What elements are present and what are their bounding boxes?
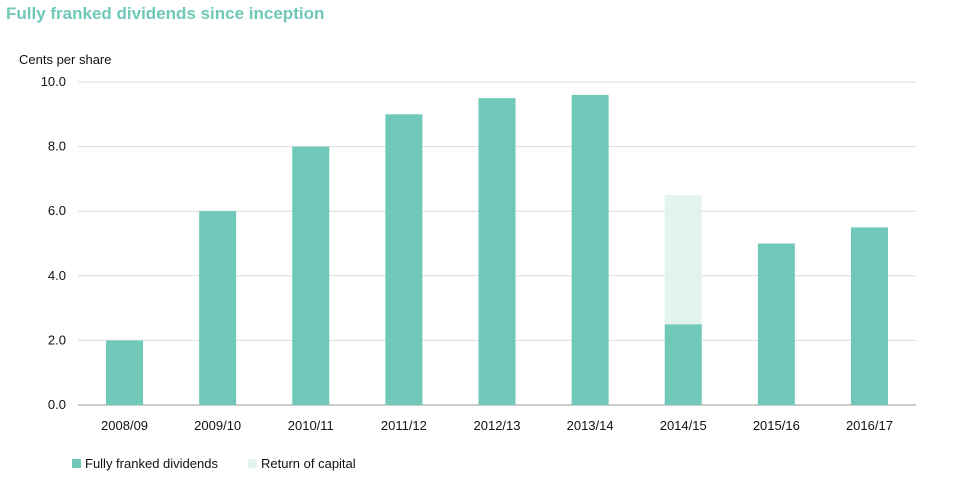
bar xyxy=(850,227,888,405)
bars xyxy=(106,94,888,406)
legend-swatch xyxy=(72,459,81,468)
y-axis-ticks: 0.0 2.0 4.0 6.0 8.0 10.0 xyxy=(41,74,66,412)
x-tick-label: 2012/13 xyxy=(474,418,521,433)
bar xyxy=(292,146,330,405)
y-tick-label: 8.0 xyxy=(48,139,66,154)
bar xyxy=(478,98,516,406)
legend-swatch xyxy=(248,459,257,468)
x-tick-label: 2010/11 xyxy=(288,418,334,433)
bar xyxy=(199,211,237,405)
y-tick-label: 6.0 xyxy=(48,203,66,218)
bar xyxy=(757,243,795,405)
legend: Fully franked dividends Return of capital xyxy=(72,456,356,471)
x-tick-label: 2011/12 xyxy=(381,418,427,433)
x-tick-label: 2016/17 xyxy=(846,418,893,433)
bar xyxy=(664,195,702,325)
y-tick-label: 2.0 xyxy=(48,332,66,347)
bar xyxy=(385,114,423,406)
x-tick-label: 2008/09 xyxy=(101,418,148,433)
y-tick-label: 0.0 xyxy=(48,397,66,412)
y-tick-label: 10.0 xyxy=(41,74,66,89)
bar xyxy=(571,94,609,406)
x-tick-label: 2009/10 xyxy=(194,418,241,433)
y-tick-label: 4.0 xyxy=(48,268,66,283)
bar xyxy=(664,324,702,405)
chart-title: Fully franked dividends since inception xyxy=(6,4,325,23)
legend-label: Fully franked dividends xyxy=(85,456,218,471)
x-tick-label: 2015/16 xyxy=(753,418,800,433)
y-axis-label: Cents per share xyxy=(19,52,112,67)
x-tick-label: 2013/14 xyxy=(567,418,614,433)
bar xyxy=(106,340,144,405)
x-tick-label: 2014/15 xyxy=(660,418,707,433)
x-axis-ticks: 2008/09 2009/10 2010/11 2011/12 2012/13 2013/… xyxy=(101,418,893,433)
legend-label: Return of capital xyxy=(261,456,356,471)
